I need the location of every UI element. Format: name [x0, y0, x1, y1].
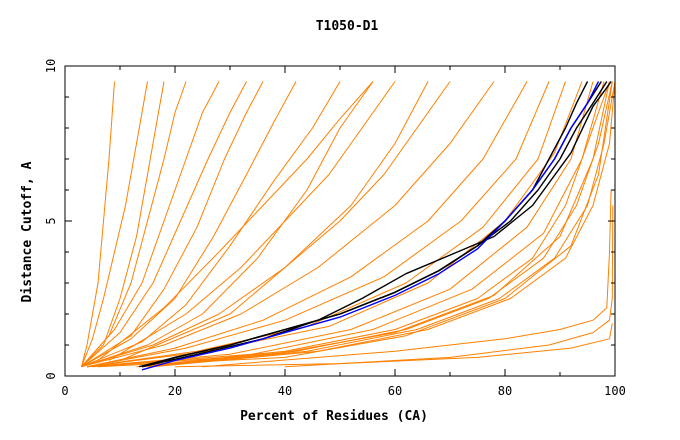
series-line-orange-13: [86, 81, 550, 368]
series-line-orange-27: [202, 189, 612, 368]
series-line-orange-10: [81, 81, 429, 368]
x-tick-label: 100: [604, 384, 626, 398]
series-line-orange-21: [141, 81, 613, 368]
series-line-orange-0: [81, 81, 115, 367]
series-line-orange-7: [81, 81, 297, 368]
y-tick-label: 0: [44, 372, 58, 379]
series-line-blue-34: [141, 81, 600, 371]
series-line-orange-12: [86, 81, 528, 368]
series-line-orange-2: [81, 81, 165, 368]
x-tick-label: 60: [388, 384, 402, 398]
tick-layer: 0 20 40 60 80 100 0 5 10: [44, 59, 626, 398]
series-line-orange-19: [97, 81, 613, 368]
y-axis-title: Distance Cutoff, A: [20, 161, 35, 302]
y-tick-label: 5: [44, 217, 58, 224]
series-line-orange-16: [86, 81, 594, 368]
series-line-orange-29: [174, 323, 613, 368]
x-tick-label: 0: [61, 384, 68, 398]
series-line-orange-9: [81, 81, 374, 368]
chart-title: T1050-D1: [316, 19, 379, 34]
series-line-orange-17: [86, 81, 605, 368]
series-line-black-32: [141, 81, 608, 368]
x-tick-label: 80: [498, 384, 512, 398]
series-line-orange-20: [136, 81, 610, 368]
series-line-orange-14: [86, 81, 566, 368]
series-line-orange-28: [284, 205, 614, 368]
x-tick-label: 20: [168, 384, 182, 398]
x-axis-title: Percent of Residues (CA): [240, 409, 428, 424]
series-line-orange-11: [81, 81, 495, 368]
series-line-orange-8: [81, 81, 341, 368]
series-line-orange-5: [81, 81, 247, 368]
series-line-orange-24: [119, 81, 451, 361]
series-line-orange-1: [81, 81, 148, 367]
y-tick-label: 10: [44, 59, 58, 73]
series-layer: [81, 81, 616, 371]
series-line-black-33: [141, 81, 612, 368]
series-line-orange-23: [152, 81, 616, 368]
series-line-orange-4: [81, 81, 220, 368]
series-line-orange-26: [97, 81, 374, 361]
x-tick-label: 40: [278, 384, 292, 398]
series-line-orange-25: [108, 81, 396, 361]
series-line-orange-22: [147, 81, 616, 368]
series-line-orange-15: [86, 81, 583, 368]
series-line-orange-6: [81, 81, 264, 368]
